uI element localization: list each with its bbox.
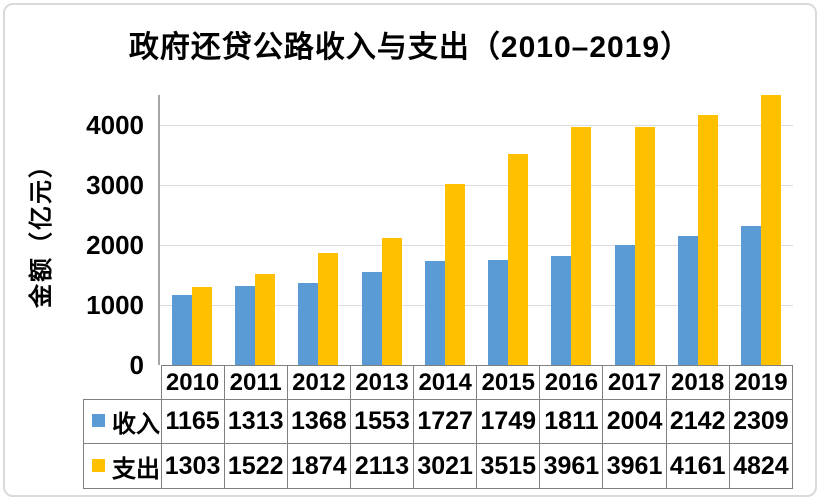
- gridline-1000: [160, 305, 793, 306]
- expense-value-2012: 1874: [286, 443, 351, 489]
- year-cell-2011: 2011: [223, 365, 288, 400]
- legend-cell-expense: 支出: [83, 443, 162, 489]
- bar-income-2019: [741, 226, 762, 365]
- bar-expense-2013: [381, 238, 402, 365]
- y-tick-label-2000: 2000: [86, 230, 144, 260]
- year-cell-2014: 2014: [413, 365, 478, 400]
- year-cell-2017: 2017: [602, 365, 667, 400]
- income-value-2015: 1749: [476, 399, 541, 444]
- y-axis-ticks: 0 1000 2000 3000 4000: [60, 0, 152, 500]
- year-cell-2013: 2013: [349, 365, 415, 400]
- data-table-body: 2010 2011 2012 2013 2014 2015 2016 2017 2018 2019…: [83, 365, 794, 489]
- bar-income-2014: [424, 261, 445, 365]
- year-cell-2018: 2018: [665, 365, 730, 400]
- year-cell-2012: 2012: [286, 365, 351, 400]
- bar-expense-2010: [191, 286, 212, 365]
- bar-expense-2015: [508, 154, 529, 365]
- legend-cell-income: 收入: [83, 399, 162, 444]
- year-cell-2016: 2016: [539, 365, 604, 400]
- plot-area: [160, 95, 793, 365]
- expense-value-2019: 4824: [728, 443, 794, 489]
- gridline-4000: [160, 125, 793, 126]
- expense-value-2017: 3961: [602, 443, 667, 489]
- y-axis-line: [158, 95, 160, 365]
- bar-expense-2014: [444, 183, 465, 365]
- gridline-2000: [160, 245, 793, 246]
- bar-income-2018: [678, 236, 699, 365]
- legend-label-expense: 支出: [112, 455, 160, 483]
- bar-expense-2016: [571, 127, 592, 365]
- gridline-3000: [160, 185, 793, 186]
- year-cell-2015: 2015: [476, 365, 541, 400]
- bar-income-2016: [551, 256, 572, 365]
- y-tick-label-1000: 1000: [86, 290, 144, 320]
- income-value-2011: 1313: [223, 399, 288, 444]
- bar-income-2017: [614, 244, 635, 365]
- table-row-income: 收入 1165 1313 1368 1553 1727 1749 1811 2004 2142 23…: [83, 399, 794, 444]
- expense-value-2015: 3515: [476, 443, 541, 489]
- income-value-2016: 1811: [539, 399, 604, 444]
- data-table: 2010 2011 2012 2013 2014 2015 2016 2017 2018 2019…: [83, 365, 794, 489]
- y-axis-title: 金额（亿元）: [28, 152, 55, 308]
- bar-expense-2011: [254, 273, 275, 365]
- legend-swatch-income: [92, 414, 105, 427]
- table-corner-cell: [84, 366, 162, 400]
- bar-income-2010: [171, 295, 192, 365]
- expense-value-2010: 1303: [160, 443, 225, 489]
- table-row-expense: 支出 1303 1522 1874 2113 3021 3515 3961 3961 4161 48…: [83, 443, 794, 489]
- expense-value-2011: 1522: [223, 443, 288, 489]
- expense-value-2013: 2113: [349, 443, 415, 489]
- y-tick-label-3000: 3000: [86, 170, 144, 200]
- bar-expense-2017: [634, 127, 655, 365]
- y-tick-label-0: 0: [129, 350, 144, 380]
- income-value-2013: 1553: [349, 399, 415, 444]
- income-value-2017: 2004: [602, 399, 667, 444]
- legend-swatch-expense: [92, 458, 105, 472]
- year-cell-2019: 2019: [728, 365, 794, 400]
- bar-expense-2012: [318, 252, 339, 365]
- bar-expense-2018: [698, 115, 719, 365]
- table-row-years: 2010 2011 2012 2013 2014 2015 2016 2017 2018 2019: [84, 365, 794, 400]
- bar-income-2012: [298, 282, 319, 365]
- bar-income-2011: [234, 286, 255, 365]
- bar-income-2013: [361, 271, 382, 365]
- income-value-2019: 2309: [728, 399, 794, 444]
- expense-value-2018: 4161: [665, 443, 730, 489]
- expense-value-2014: 3021: [413, 443, 478, 489]
- income-value-2018: 2142: [665, 399, 730, 444]
- income-value-2014: 1727: [413, 399, 478, 444]
- expense-value-2016: 3961: [539, 443, 604, 489]
- bar-income-2015: [488, 260, 509, 365]
- chart-title: 政府还贷公路收入与支出（2010–2019）: [128, 31, 692, 64]
- y-tick-label-4000: 4000: [86, 110, 144, 140]
- income-value-2012: 1368: [286, 399, 351, 444]
- bar-expense-2019: [761, 95, 782, 365]
- income-value-2010: 1165: [160, 399, 225, 444]
- legend-label-income: 收入: [112, 411, 160, 438]
- year-cell-2010: 2010: [160, 365, 225, 400]
